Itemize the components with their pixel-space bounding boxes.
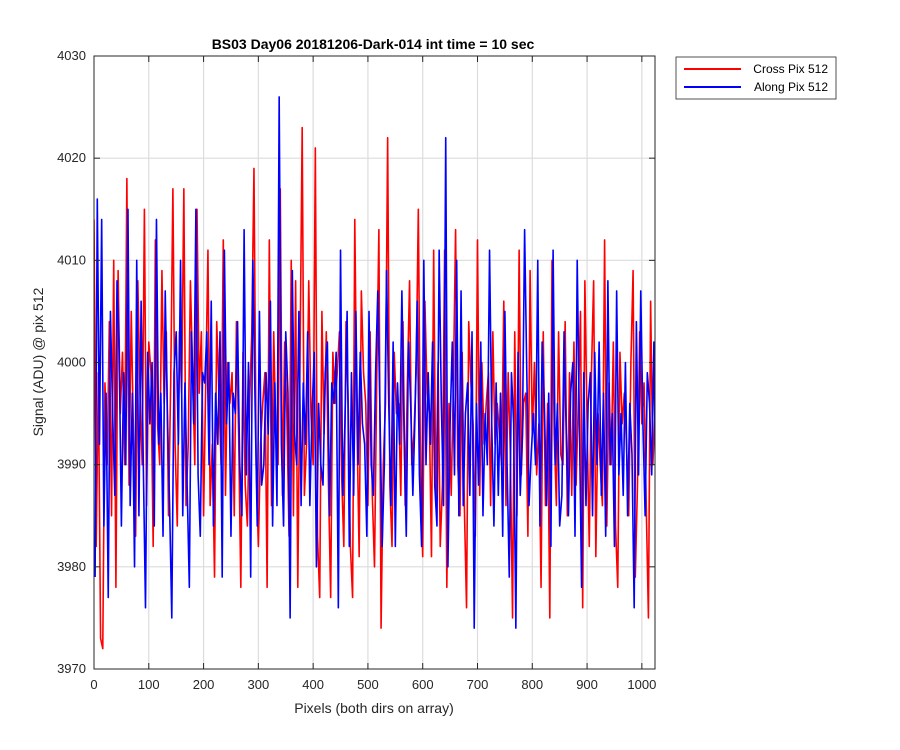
- x-tick-label: 700: [467, 677, 489, 692]
- y-tick-label: 4020: [57, 150, 86, 165]
- legend-box: [675, 56, 837, 100]
- x-tick-label: 1000: [627, 677, 656, 692]
- x-axis-label: Pixels (both dirs on array): [294, 700, 454, 716]
- x-tick-label: 400: [302, 677, 324, 692]
- legend: Cross Pix 512 Along Pix 512: [675, 56, 837, 100]
- y-tick-label: 4000: [57, 355, 86, 370]
- y-tick-label: 3990: [57, 457, 86, 472]
- legend-label-along-pix-512: Along Pix 512: [754, 80, 828, 94]
- y-tick-label: 4010: [57, 252, 86, 267]
- x-tick-label: 200: [193, 677, 215, 692]
- y-axis-label: Signal (ADU) @ pix 512: [30, 287, 46, 436]
- y-tick-label: 4030: [57, 48, 86, 63]
- legend-label-cross-pix-512: Cross Pix 512: [753, 62, 828, 76]
- x-tick-label: 600: [412, 677, 434, 692]
- x-tick-label: 500: [357, 677, 379, 692]
- x-tick-label: 800: [521, 677, 543, 692]
- chart-title: BS03 Day06 20181206-Dark-014 int time = …: [212, 36, 535, 52]
- series-line-along-pix-512: [94, 96, 655, 629]
- series-layer: [94, 96, 655, 650]
- y-tick-label: 3980: [57, 559, 86, 574]
- x-tick-label: 900: [576, 677, 598, 692]
- x-tick-label: 100: [138, 677, 160, 692]
- y-tick-label: 3970: [57, 661, 86, 676]
- x-tick-label: 300: [248, 677, 270, 692]
- x-tick-label: 0: [90, 677, 97, 692]
- axis-ticks: 0 100 200 300 400 500 600 700 800 900 1000 3970 3980…: [57, 48, 656, 692]
